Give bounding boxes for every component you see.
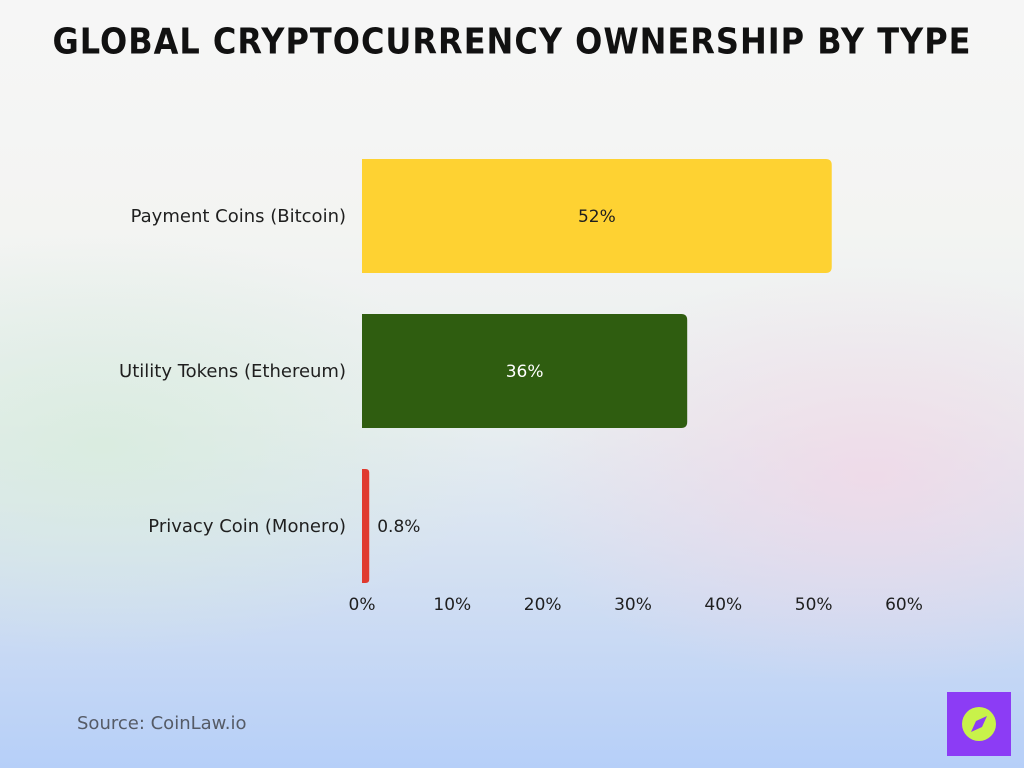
x-tick-label-3: 20%	[524, 595, 562, 615]
compass-icon	[962, 707, 996, 741]
category-label-1: Payment Coins (Bitcoin)	[131, 206, 346, 227]
bar-2	[362, 314, 688, 428]
data-label-1: 52%	[578, 207, 616, 227]
compass-logo-icon	[947, 692, 1011, 756]
chart-title: Global Cryptocurrency Ownership by Type	[52, 19, 972, 63]
data-label-2: 36%	[506, 362, 544, 382]
x-tick-label-6: 50%	[795, 595, 833, 615]
bar-3	[362, 469, 370, 583]
category-label-2: Utility Tokens (Ethereum)	[119, 361, 346, 382]
bar-1	[362, 159, 832, 273]
x-tick-label-7: 60%	[885, 595, 923, 615]
x-tick-label-1: 0%	[349, 595, 376, 615]
x-tick-label-5: 40%	[704, 595, 742, 615]
x-tick-label-2: 10%	[433, 595, 471, 615]
category-label-3: Privacy Coin (Monero)	[148, 516, 346, 537]
x-tick-label-4: 30%	[614, 595, 652, 615]
data-label-3: 0.8%	[377, 517, 420, 537]
source-text: Source: CoinLaw.io	[77, 713, 247, 734]
